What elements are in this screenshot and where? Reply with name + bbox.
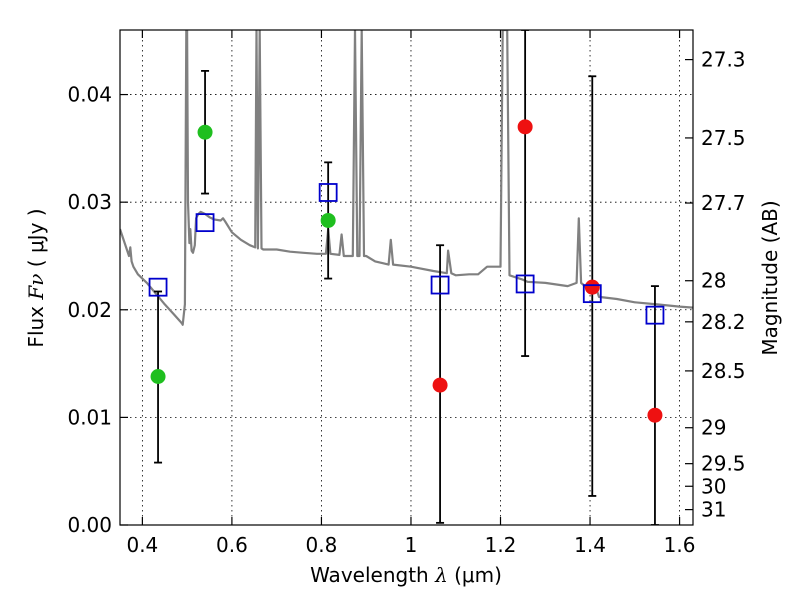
axis-ticks: 0.4 0.6 0.8 1 1.2 1.4 1.6 0.00 0.01 0.02 0.03 0.04 2…: [67, 30, 746, 557]
right-tick-label: 30: [701, 474, 726, 498]
x-tick-label: 1: [405, 533, 418, 557]
sed-model-line: [120, 30, 693, 326]
plot-background: [120, 30, 693, 525]
y-tick-label: 0.04: [67, 83, 112, 107]
right-tick-label: 29.5: [701, 452, 746, 476]
red-data-point: [584, 279, 600, 295]
x-tick-label: 0.6: [216, 533, 248, 557]
plot-frame: [119, 29, 694, 526]
x-tick-label: 1.2: [485, 533, 517, 557]
green-data-point: [320, 212, 336, 228]
model-square-marker: [318, 183, 338, 202]
right-tick-label: 31: [701, 498, 726, 522]
right-tick-label: 27.5: [701, 126, 746, 150]
model-square-marker: [645, 305, 665, 325]
x-axis-label: Wavelength λ (μm): [310, 563, 502, 587]
red-data-point: [432, 377, 448, 393]
x-axis-label-symbol: λ: [434, 563, 448, 587]
x-tick-label: 1.6: [664, 533, 696, 557]
plot-area: [120, 30, 693, 525]
y-tick-label: 0.03: [67, 190, 112, 214]
x-tick-label: 0.8: [306, 533, 338, 557]
right-tick-label: 28.2: [701, 310, 746, 334]
y-axis-label-symbol: Fν: [24, 274, 48, 301]
model-square-marker: [515, 274, 535, 294]
x-axis-label-unit: (μm): [454, 563, 502, 587]
green-data-point: [150, 369, 166, 384]
right-tick-label: 27.3: [701, 48, 746, 72]
red-data-point: [517, 119, 533, 135]
model-square-marker: [430, 275, 450, 295]
y-axis-label-text: Flux: [24, 306, 48, 348]
y-tick-label: 0.00: [67, 513, 112, 537]
y-axis-label-unit: ( μJy ): [24, 208, 48, 267]
grid-lines: [120, 30, 693, 525]
model-square-marker: [148, 277, 168, 297]
right-tick-label: 28: [701, 269, 726, 293]
x-tick-label: 1.4: [574, 533, 606, 557]
right-axis-label: Magnitude (AB): [758, 200, 782, 355]
y-tick-label: 0.02: [67, 298, 112, 322]
x-tick-label: 0.4: [126, 533, 158, 557]
right-tick-label: 29: [701, 416, 726, 440]
green-data-point: [197, 124, 213, 140]
red-data-point: [647, 407, 663, 423]
model-square-marker: [582, 284, 602, 304]
y-tick-label: 0.01: [67, 405, 112, 429]
y-axis-label: Flux Fν ( μJy ): [24, 208, 48, 347]
model-square-marker: [195, 213, 215, 233]
right-tick-label: 27.7: [701, 191, 746, 215]
right-tick-label: 28.5: [701, 359, 746, 383]
x-axis-label-text: Wavelength: [310, 563, 429, 587]
